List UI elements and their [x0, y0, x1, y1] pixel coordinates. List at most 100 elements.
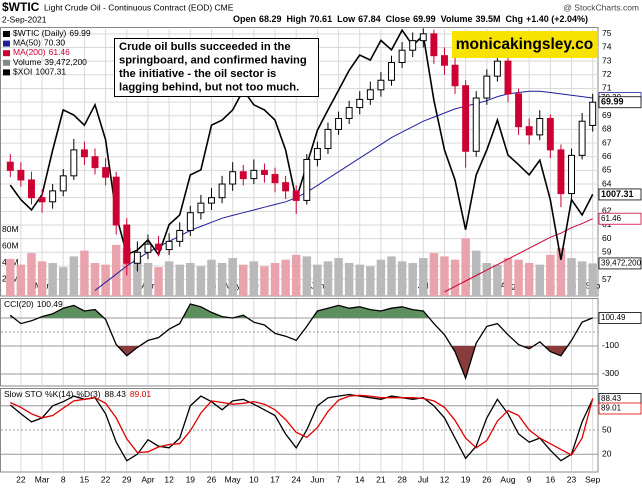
- value-box-label: 61.46: [601, 214, 622, 223]
- legend-name: %D(3): [76, 389, 100, 399]
- candle-body: [271, 173, 279, 184]
- candle-body: [102, 167, 110, 178]
- legend-name: Volume: [13, 57, 42, 67]
- value-box-label: 88.43: [601, 394, 622, 403]
- candle-body: [239, 171, 247, 180]
- x-tick-label: 15: [80, 474, 90, 484]
- y-tick-label: 73: [602, 55, 612, 65]
- volume-bar: [588, 263, 597, 296]
- x-tick-label: 28: [397, 474, 407, 484]
- cci-fill-above: [10, 304, 593, 319]
- quote-value: 39.5M: [476, 14, 501, 24]
- y-tick-label: 62: [602, 206, 612, 216]
- x-tick-label: Mar: [35, 474, 50, 484]
- candle-body: [493, 60, 501, 77]
- volume-bar: [408, 262, 417, 296]
- volume-bar: [471, 250, 481, 296]
- x-tick-label: 22: [16, 474, 26, 484]
- volume-bar: [16, 264, 26, 296]
- candle-body: [59, 175, 67, 192]
- x-tick-label: 7: [336, 474, 341, 484]
- volume-bar: [419, 258, 428, 296]
- legend-entry: $WTIC (Daily) 69.99: [13, 28, 91, 38]
- quote-label: Open: [233, 14, 256, 24]
- volume-tick-label: 60M: [2, 241, 19, 251]
- volume-bar: [397, 261, 407, 296]
- legend-swatch: [3, 59, 10, 66]
- volume-bar: [133, 258, 142, 296]
- volume-bar: [281, 259, 290, 296]
- y-tick-label: 57: [602, 274, 612, 284]
- quote-value: 69.99: [413, 14, 436, 24]
- legend-name: %K(14): [45, 389, 74, 399]
- volume-bar: [186, 262, 195, 296]
- x-tick-label: 19: [186, 474, 196, 484]
- candle-body: [419, 33, 427, 42]
- quote-value: 68.29: [259, 14, 282, 24]
- legend-entry: Slow STO %K(14) %D(3) 88.43 89.01: [4, 389, 151, 399]
- quote-value: 70.61: [310, 14, 333, 24]
- candle-body: [578, 120, 586, 156]
- y-tick-label: 64: [602, 178, 612, 188]
- candle-body: [515, 93, 523, 128]
- legend-name: $WTIC (Daily): [13, 28, 67, 38]
- candle-body: [197, 202, 205, 214]
- volume-bar: [111, 244, 121, 296]
- candle-body: [218, 183, 226, 199]
- x-tick-label: 24: [291, 474, 301, 484]
- quote-label: Low: [337, 14, 356, 24]
- volume-bar: [207, 259, 216, 296]
- quote-value: +1.40 (+2.04%): [526, 14, 588, 24]
- y-tick-label: 66: [602, 151, 612, 161]
- volume-bar: [291, 254, 301, 296]
- candle-body: [388, 62, 395, 81]
- volume-bar: [323, 261, 333, 296]
- source: @ StockCharts.com: [563, 2, 639, 12]
- volume-bar: [249, 261, 259, 296]
- y-tick-label: 74: [602, 42, 612, 52]
- volume-bar: [59, 267, 68, 296]
- y-tick-label: 65: [602, 165, 612, 175]
- legend-entry: MA(200) 61.46: [13, 47, 70, 57]
- x-tick-label: 14: [355, 474, 365, 484]
- x-tick-label: Jul: [418, 474, 429, 484]
- x-tick-label: 8: [61, 474, 66, 484]
- legend-name: MA(200): [13, 47, 46, 57]
- volume-bar: [260, 266, 269, 296]
- volume-bar: [535, 264, 544, 296]
- legend-entry: MA(50) 70.30: [13, 38, 65, 48]
- legend-value: 88.43: [105, 389, 127, 399]
- candle-body: [6, 161, 14, 171]
- legend-value: 70.30: [44, 38, 66, 48]
- legend-entry: CCI(20) 100.49: [4, 299, 63, 309]
- legend-entry: Volume 39,472,200: [13, 57, 87, 67]
- volume-bar: [27, 253, 36, 296]
- y-tick-label: -100: [602, 340, 619, 350]
- quote-label: High: [287, 14, 307, 24]
- value-box-label: 1007.31: [601, 189, 634, 199]
- x-tick-label: 19: [461, 474, 471, 484]
- indicator-line: [10, 394, 594, 456]
- x-tick-label: Sep: [585, 474, 600, 484]
- candle-body: [80, 149, 88, 158]
- candle-body: [292, 190, 300, 201]
- volume-tick-label: 80M: [2, 224, 19, 234]
- candle-body: [38, 197, 46, 203]
- candle-body: [409, 40, 417, 51]
- legend-name: MA(50): [13, 38, 41, 48]
- candle-body: [356, 98, 364, 109]
- volume-bar: [450, 259, 460, 296]
- volume-bar: [514, 259, 523, 296]
- volume-bar: [48, 262, 57, 296]
- description: Light Crude Oil - Continuous Contract (E…: [44, 2, 234, 12]
- y-tick-label: -300: [602, 368, 619, 378]
- candle-body: [430, 33, 438, 57]
- legend-entry: $XOI 1007.31: [13, 67, 66, 77]
- indicator-line: [9, 393, 594, 462]
- volume-bar: [302, 256, 312, 296]
- volume-bar: [313, 264, 322, 296]
- candle-body: [504, 60, 512, 95]
- legend-value: 39,472,200: [44, 57, 87, 67]
- volume-bar: [366, 266, 375, 296]
- y-tick-label: 72: [602, 69, 612, 79]
